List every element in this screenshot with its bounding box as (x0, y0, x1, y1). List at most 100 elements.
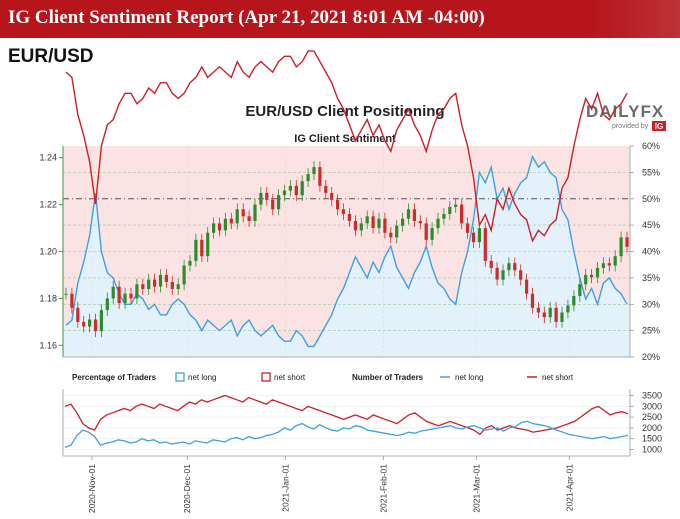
net-long-line (65, 154, 628, 348)
count-net-long-line (64, 420, 629, 449)
candle-body (141, 284, 145, 289)
candle (513, 257, 517, 277)
date-tick-label: 2021-Apr-01 (564, 464, 574, 512)
candle (265, 187, 269, 206)
candle-body (548, 307, 552, 318)
candle (448, 201, 452, 220)
count-tick-label: 2500 (642, 412, 662, 422)
candle (76, 301, 80, 328)
candle-body (395, 225, 399, 238)
count-tick-label: 1000 (642, 445, 662, 455)
candle (507, 257, 511, 277)
legend-number-title: Number of Traders (352, 373, 424, 382)
candle-body (377, 218, 381, 229)
candle-body (359, 223, 363, 231)
candle (147, 273, 151, 295)
candle-body (519, 270, 523, 280)
legend: Percentage of Traders net long net short… (72, 372, 574, 382)
candle-body (525, 279, 529, 294)
candle (111, 280, 115, 305)
candle-body (70, 293, 74, 308)
candle (566, 299, 570, 319)
candle-body (554, 307, 558, 322)
candle-body (448, 207, 452, 214)
candle-body (495, 267, 499, 280)
candle (489, 255, 493, 274)
candle (460, 198, 464, 230)
main-plot: 1.16 1.18 1.20 1.22 1.24 20% 25% 30% 35% 40% 45% 5… (39, 50, 660, 362)
candle (324, 180, 328, 199)
candle-body (619, 237, 623, 257)
candle-body (471, 232, 476, 243)
candle (595, 262, 600, 284)
candle (424, 217, 428, 246)
candle (135, 278, 139, 305)
ig-badge (652, 121, 666, 131)
brand-name: DAILYFX (586, 102, 664, 121)
chart-subtitle: IG Client Sentiment (294, 133, 396, 145)
price-axis-ticks: 1.16 1.18 1.20 1.22 1.24 (39, 153, 63, 350)
candle (401, 212, 405, 232)
candle-body (300, 181, 304, 196)
candle (282, 184, 287, 202)
net-long-area (63, 156, 630, 357)
candle (590, 269, 594, 284)
candle-body (536, 307, 540, 313)
price-tick-label: 1.24 (39, 153, 57, 163)
candle (442, 208, 446, 225)
candle (194, 233, 198, 267)
candle-body (277, 195, 281, 210)
price-tick-label: 1.20 (39, 247, 57, 257)
candle-body (460, 204, 464, 224)
candle-body (170, 282, 174, 289)
candle (330, 187, 334, 206)
candle-body (265, 192, 269, 200)
brand-partner: IG (655, 122, 663, 131)
percent-tick-label: 40% (642, 247, 660, 257)
candle-body (312, 167, 316, 175)
candle (466, 217, 470, 239)
candle-body (253, 204, 257, 221)
candle (347, 208, 351, 227)
count-tick-label: 3500 (642, 391, 662, 401)
candle-body (607, 263, 611, 266)
candle (123, 287, 127, 309)
candle-body (566, 305, 570, 313)
candle-body (217, 223, 222, 231)
price-tick-label: 1.16 (39, 340, 57, 350)
date-tick-label: 2020-Nov-01 (87, 464, 97, 513)
candle (353, 215, 357, 237)
percent-tick-label: 45% (642, 220, 660, 230)
candle (389, 226, 393, 244)
candle (625, 231, 629, 253)
candle-body (513, 263, 517, 271)
candle (377, 212, 381, 234)
candle-body (294, 185, 298, 196)
candle-body (99, 310, 103, 332)
percent-tick-label: 50% (642, 194, 660, 204)
candle-body (542, 312, 546, 318)
count-tick-label: 3000 (642, 401, 662, 411)
percent-tick-label: 55% (642, 167, 660, 177)
candle (153, 273, 157, 293)
lower-axes (62, 389, 631, 457)
candle (418, 215, 422, 230)
candle (536, 301, 540, 319)
candle (70, 287, 74, 314)
candle-body (82, 321, 86, 327)
candle (117, 280, 121, 309)
candle-body (223, 218, 227, 231)
candle-body (282, 190, 287, 196)
candle-body (288, 185, 292, 191)
candle (371, 210, 375, 234)
candle (253, 198, 257, 227)
candle-body (383, 218, 387, 233)
candle-body (389, 232, 393, 238)
candle-body (341, 209, 346, 214)
candle-body (613, 256, 617, 266)
candle-body (601, 263, 605, 268)
candle-body (147, 279, 151, 289)
count-tick-label: 1500 (642, 434, 662, 444)
